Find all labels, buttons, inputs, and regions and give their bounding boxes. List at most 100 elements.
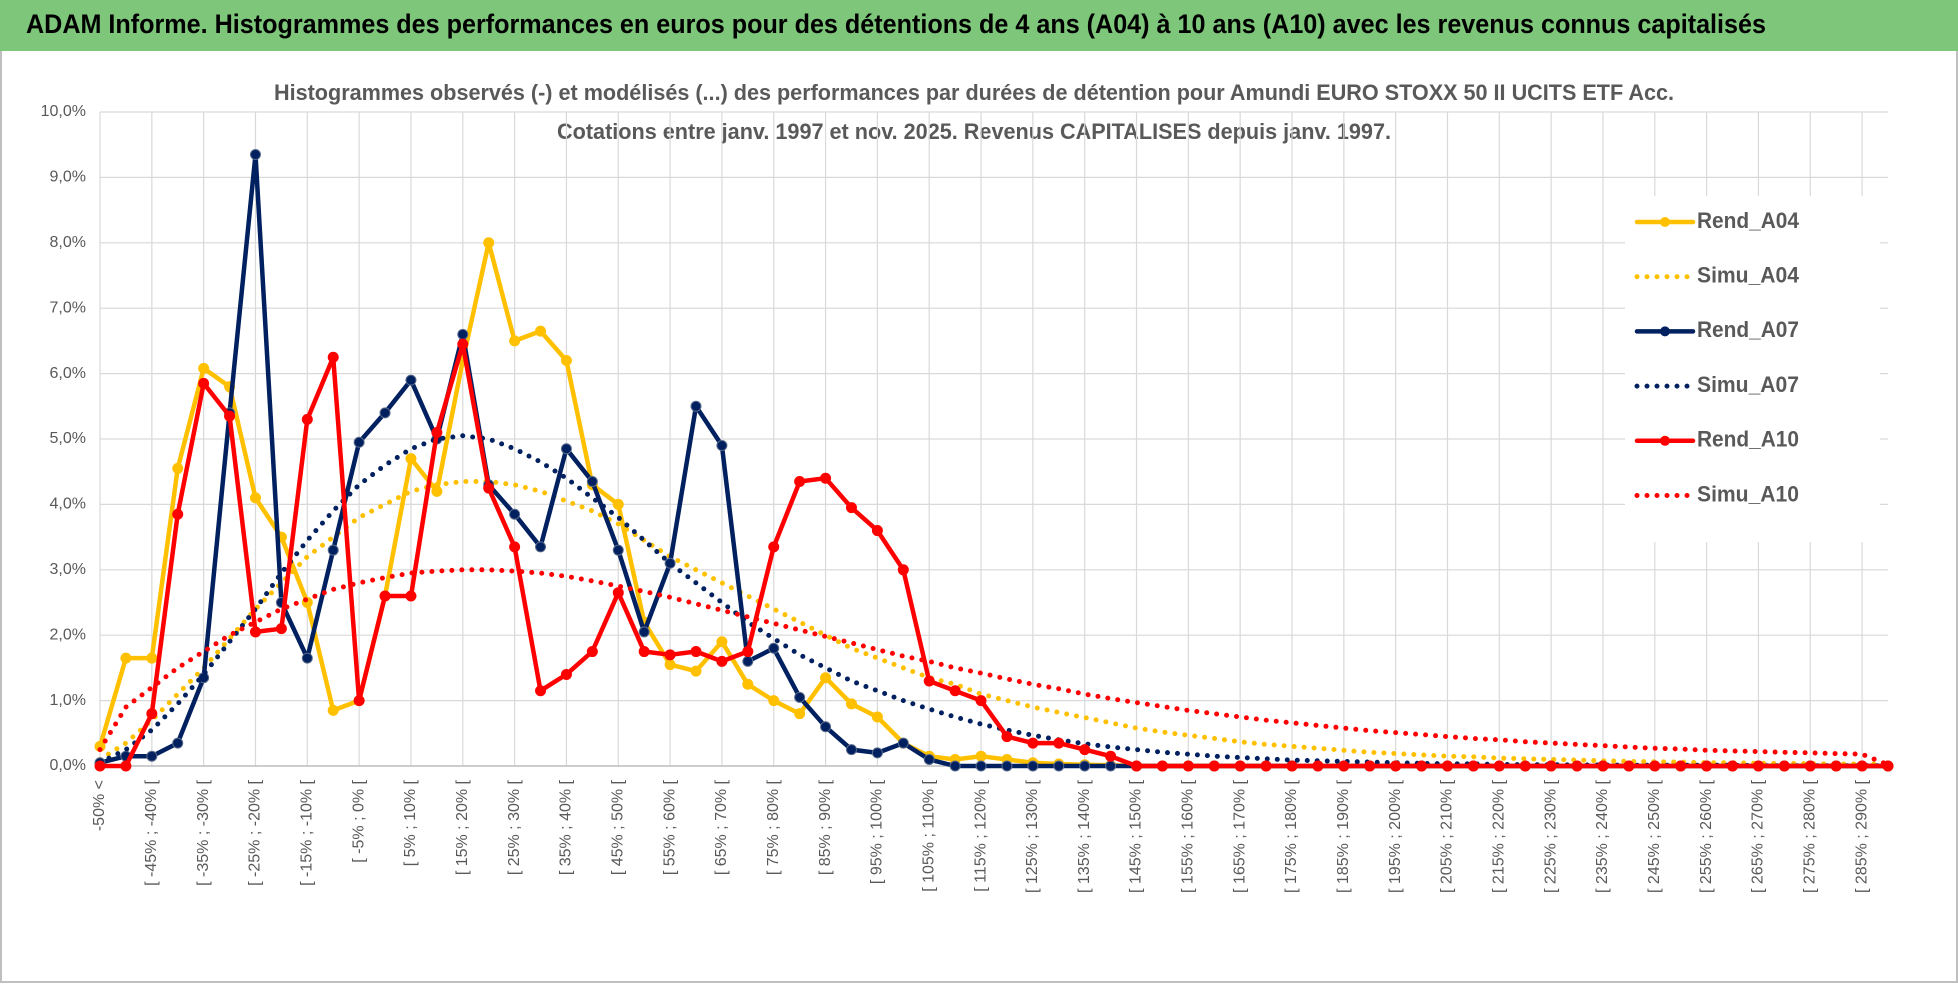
y-tick-label: 9,0%: [50, 169, 86, 186]
point-marker: [716, 655, 728, 667]
point-marker: [820, 672, 832, 684]
point-marker: [794, 691, 806, 703]
chart-title: Histogrammes observés (-) et modélisés (…: [274, 80, 1674, 105]
point-marker: [1675, 760, 1687, 772]
point-marker: [405, 453, 417, 465]
point-marker: [871, 711, 883, 723]
point-marker: [1053, 737, 1065, 749]
point-marker: [794, 476, 806, 488]
x-tick-label: [ 235% ; 240% [: [1594, 779, 1611, 893]
point-marker: [405, 590, 417, 602]
model-line: [97, 479, 1891, 767]
point-marker: [1519, 760, 1531, 772]
point-marker: [1752, 760, 1764, 772]
x-tick-label: [ 265% ; 270% [: [1750, 779, 1767, 893]
point-marker: [457, 328, 469, 340]
point-marker: [664, 649, 676, 661]
x-tick-label: [ 225% ; 230% [: [1542, 779, 1559, 893]
point-marker: [975, 750, 987, 762]
point-marker: [379, 407, 391, 419]
point-marker: [224, 410, 236, 422]
x-tick-label: -50% <: [91, 780, 108, 831]
legend-marker: [1660, 217, 1670, 227]
point-marker: [1545, 760, 1557, 772]
x-tick-label: [ 45% ; 50% [: [609, 779, 626, 875]
point-marker: [146, 708, 158, 720]
point-marker: [1079, 744, 1091, 756]
point-marker: [871, 747, 883, 759]
x-tick-label: [ 245% ; 250% [: [1646, 779, 1663, 893]
x-tick-label: [ 145% ; 150% [: [1128, 779, 1145, 893]
x-tick-label: [ -15% ; -10% [: [299, 779, 316, 885]
point-marker: [923, 753, 935, 765]
x-tick-label: [ 165% ; 170% [: [1231, 779, 1248, 893]
x-tick-label: [ 125% ; 130% [: [1024, 779, 1041, 893]
y-tick-label: 10,0%: [41, 103, 86, 120]
plot-area: [94, 149, 1894, 772]
point-marker: [1467, 760, 1479, 772]
x-tick-label: [ 255% ; 260% [: [1698, 779, 1715, 893]
point-marker: [405, 374, 417, 386]
point-marker: [327, 544, 339, 556]
y-tick-label: 0,0%: [50, 757, 86, 774]
point-marker: [716, 636, 728, 648]
point-marker: [1390, 760, 1402, 772]
point-marker: [1597, 760, 1609, 772]
point-marker: [975, 760, 987, 772]
point-marker: [198, 362, 210, 374]
point-marker: [249, 492, 261, 504]
legend: Rend_A04 Simu_A04 Rend_A07 Simu_A07 Rend_A10…: [1625, 196, 1880, 543]
point-marker: [198, 377, 210, 389]
x-tick-label: [ 175% ; 180% [: [1283, 779, 1300, 893]
y-tick-label: 3,0%: [50, 561, 86, 578]
point-marker: [923, 675, 935, 687]
legend-background: [1625, 196, 1880, 543]
point-marker: [535, 685, 547, 697]
x-tick-label: [ 115% ; 120% [: [972, 779, 989, 891]
x-tick-label: [ 195% ; 200% [: [1387, 779, 1404, 893]
point-marker: [1156, 760, 1168, 772]
point-marker: [820, 721, 832, 733]
y-tick-label: 6,0%: [50, 365, 86, 382]
x-tick-label: [ 75% ; 80% [: [765, 779, 782, 875]
point-marker: [509, 335, 521, 347]
header-bar: [0, 0, 1958, 51]
x-tick-label: [ 55% ; 60% [: [661, 779, 678, 875]
point-marker: [146, 652, 158, 664]
point-marker: [1053, 760, 1065, 772]
point-marker: [690, 400, 702, 412]
point-marker: [249, 149, 261, 161]
point-marker: [120, 760, 132, 772]
point-marker: [1493, 760, 1505, 772]
point-marker: [249, 626, 261, 638]
point-marker: [975, 695, 987, 707]
point-marker: [327, 351, 339, 363]
point-marker: [146, 750, 158, 762]
x-tick-label: [ 185% ; 190% [: [1335, 779, 1352, 893]
point-marker: [1416, 760, 1428, 772]
chart-subtitle: Cotations entre janv. 1997 et nov. 2025.…: [557, 119, 1391, 144]
x-tick-label: [ 35% ; 40% [: [558, 779, 575, 875]
point-marker: [742, 678, 754, 690]
x-tick-label: [ -45% ; -40% [: [143, 779, 160, 885]
observed-line: [97, 341, 1891, 769]
point-marker: [1441, 760, 1453, 772]
point-marker: [768, 541, 780, 553]
legend-marker: [1660, 435, 1670, 446]
point-marker: [1079, 760, 1091, 772]
point-marker: [1312, 760, 1324, 772]
point-marker: [1804, 760, 1816, 772]
point-marker: [742, 646, 754, 658]
point-marker: [1338, 760, 1350, 772]
x-tick-label: [ -25% ; -20% [: [247, 779, 264, 885]
point-marker: [586, 476, 598, 488]
point-marker: [1623, 760, 1635, 772]
point-marker: [120, 652, 132, 664]
point-marker: [1286, 760, 1298, 772]
legend-label: Rend_A10: [1697, 427, 1799, 452]
point-marker: [1208, 760, 1220, 772]
point-marker: [1234, 760, 1246, 772]
point-marker: [897, 564, 909, 576]
